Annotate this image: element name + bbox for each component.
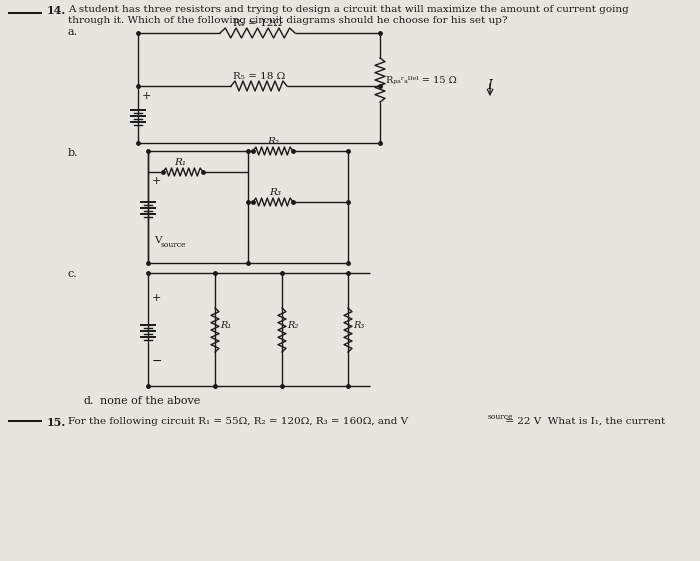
Text: d.: d. bbox=[83, 396, 94, 406]
Text: I: I bbox=[487, 79, 493, 91]
Text: R₁: R₁ bbox=[174, 158, 186, 167]
Text: +: + bbox=[152, 176, 162, 186]
Text: V: V bbox=[154, 236, 162, 245]
Text: −: − bbox=[152, 355, 162, 368]
Text: 14.: 14. bbox=[47, 5, 66, 16]
Text: source: source bbox=[488, 413, 514, 421]
Text: none of the above: none of the above bbox=[100, 396, 200, 406]
Text: = 22 V  What is I₁, the current: = 22 V What is I₁, the current bbox=[502, 417, 665, 426]
Text: R₁: R₁ bbox=[220, 320, 231, 329]
Text: b.: b. bbox=[68, 148, 78, 158]
Text: 15.: 15. bbox=[47, 417, 66, 428]
Text: R₃: R₃ bbox=[269, 188, 281, 197]
Text: R₂: R₂ bbox=[287, 320, 298, 329]
Text: +: + bbox=[152, 293, 162, 303]
Text: R₂: R₂ bbox=[267, 137, 279, 146]
Text: R₁ = 12Ω: R₁ = 12Ω bbox=[233, 19, 282, 28]
Text: c.: c. bbox=[68, 269, 78, 279]
Text: For the following circuit R₁ = 55Ω, R₂ = 120Ω, R₃ = 160Ω, and V: For the following circuit R₁ = 55Ω, R₂ =… bbox=[68, 417, 408, 426]
Text: R₃: R₃ bbox=[353, 320, 364, 329]
Text: Rₚₐʳₐˡˡᵉˡ = 15 Ω: Rₚₐʳₐˡˡᵉˡ = 15 Ω bbox=[386, 76, 456, 85]
Text: through it. Which of the following circuit diagrams should he choose for his set: through it. Which of the following circu… bbox=[68, 16, 508, 25]
Text: A student has three resistors and trying to design a circuit that will maximize : A student has three resistors and trying… bbox=[68, 5, 629, 14]
Text: R₅ = 18 Ω: R₅ = 18 Ω bbox=[233, 72, 285, 81]
Text: +: + bbox=[142, 91, 151, 101]
Text: source: source bbox=[161, 241, 186, 249]
Text: a.: a. bbox=[68, 27, 78, 37]
